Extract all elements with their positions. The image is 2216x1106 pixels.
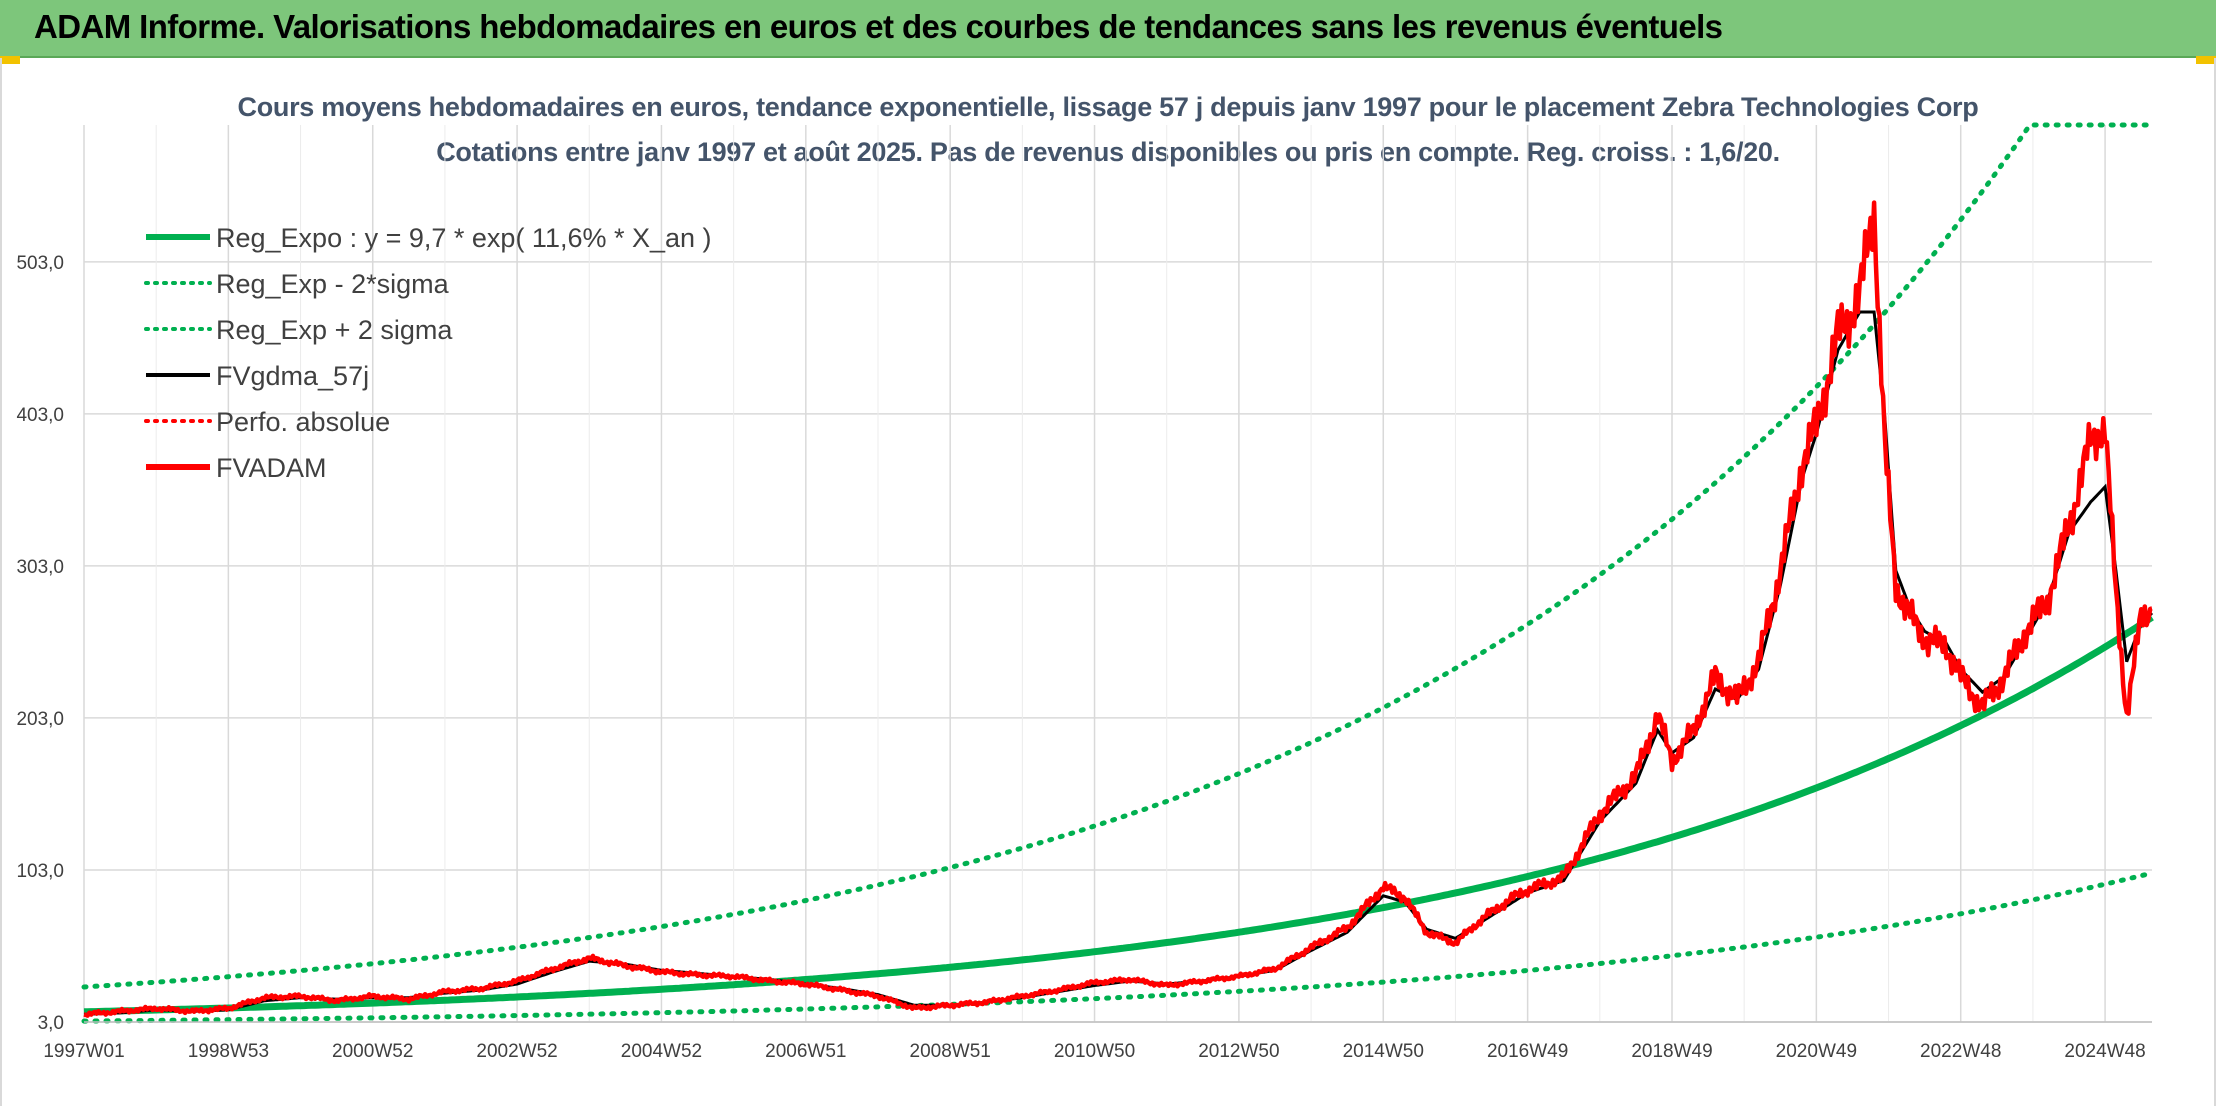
x-tick-label: 2014W50 xyxy=(1343,1041,1424,1062)
x-tick-label: 1998W53 xyxy=(188,1041,269,1062)
y-tick-label: 403,0 xyxy=(16,405,64,426)
x-tick-label: 2006W51 xyxy=(765,1041,846,1062)
x-tick-label: 2012W50 xyxy=(1198,1041,1279,1062)
x-tick-label: 2000W52 xyxy=(332,1041,413,1062)
fvgdma-57j-line xyxy=(83,310,2154,1016)
legend-label: FVADAM xyxy=(216,453,327,483)
chart-title: Cours moyens hebdomadaires en euros, ten… xyxy=(237,92,1979,122)
chart-frame xyxy=(0,58,2216,1106)
y-tick-label: 303,0 xyxy=(16,557,64,578)
y-tick-label: 103,0 xyxy=(16,861,64,882)
corner-accent-left xyxy=(0,56,20,64)
legend-label: Reg_Exp + 2 sigma xyxy=(216,315,453,345)
fvadam-line xyxy=(83,200,2153,1018)
x-tick-label: 2002W52 xyxy=(476,1041,557,1062)
x-tick-label: 2018W49 xyxy=(1631,1041,1712,1062)
chart-subtitle: Cotations entre janv 1997 et août 2025. … xyxy=(436,137,1780,167)
legend-label: Reg_Exp - 2*sigma xyxy=(216,269,450,299)
x-tick-label: 2024W48 xyxy=(2064,1041,2145,1062)
data-series xyxy=(83,200,2154,1018)
axes: 3,0 103,0 203,0 303,0 403,0 503,0 1997W01 1998W… xyxy=(16,253,2152,1062)
x-tick-label: 2016W49 xyxy=(1487,1041,1568,1062)
legend-label: Reg_Expo : y = 9,7 * exp( 11,6% * X_an ) xyxy=(216,223,712,253)
corner-accent-right xyxy=(2196,56,2216,64)
legend-label: FVgdma_57j xyxy=(216,361,369,391)
x-tick-label: 2010W50 xyxy=(1054,1041,1135,1062)
header-bar: ADAM Informe. Valorisations hebdomadaire… xyxy=(0,0,2216,58)
y-tick-label: 3,0 xyxy=(38,1013,64,1034)
regression-curve xyxy=(83,614,2154,1016)
reg-expo-line xyxy=(83,614,2154,1016)
x-tick-label: 2022W48 xyxy=(1920,1041,2001,1062)
grid xyxy=(83,125,2152,1023)
x-tick-label: 1997W01 xyxy=(43,1041,124,1062)
y-tick-label: 503,0 xyxy=(16,253,64,274)
x-tick-label: 2008W51 xyxy=(910,1041,991,1062)
reg-exp-plus-2sigma-line xyxy=(81,122,2155,990)
sigma-bands xyxy=(81,122,2155,1024)
x-tick-label: 2004W52 xyxy=(621,1041,702,1062)
reg-exp-minus-2sigma-line xyxy=(81,870,2155,1024)
header-title: ADAM Informe. Valorisations hebdomadaire… xyxy=(34,8,1723,45)
x-tick-label: 2020W49 xyxy=(1776,1041,1857,1062)
legend: Reg_Expo : y = 9,7 * exp( 11,6% * X_an )… xyxy=(144,223,712,483)
y-tick-label: 203,0 xyxy=(16,709,64,730)
legend-label: Perfo. absolue xyxy=(216,407,390,437)
